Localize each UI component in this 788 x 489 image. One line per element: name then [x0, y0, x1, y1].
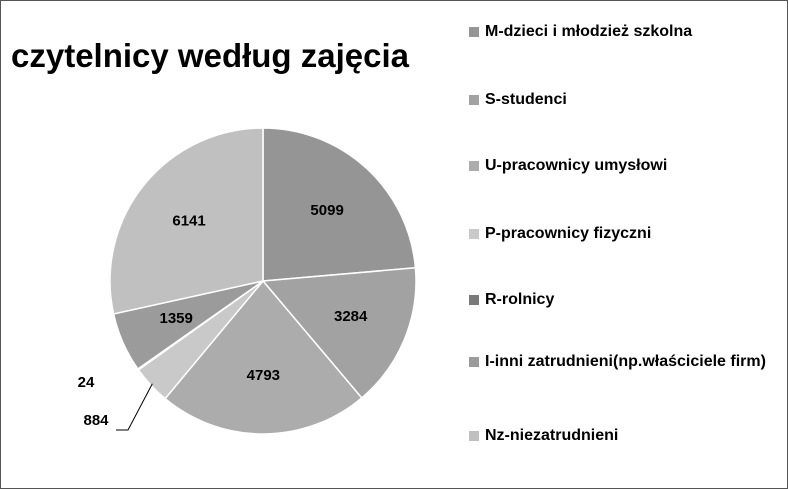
legend-swatch: [469, 357, 479, 367]
legend-label: I-inni zatrudnieni(np.właściciele firm): [485, 353, 766, 370]
pie-slice: [109, 127, 264, 315]
legend-label: U-pracownicy umysłowi: [485, 157, 668, 174]
legend-swatch: [469, 27, 479, 37]
data-label: 3284: [334, 308, 368, 325]
data-label: 24: [78, 374, 95, 391]
leader-line: [116, 383, 153, 431]
legend-label: R-rolnicy: [485, 291, 555, 308]
legend-swatch: [469, 229, 479, 239]
legend-entry: S-studenci: [469, 89, 779, 111]
data-label: 5099: [310, 202, 343, 219]
legend-entry: R-rolnicy: [469, 289, 779, 311]
legend-swatch: [469, 161, 479, 171]
legend-entry: Nz-niezatrudnieni: [469, 425, 779, 447]
legend-label: Nz-niezatrudnieni: [485, 427, 619, 444]
legend-swatch: [469, 295, 479, 305]
data-label: 6141: [172, 213, 205, 230]
pie-slice: [262, 127, 417, 282]
legend-label: M-dzieci i młodzież szkolna: [485, 23, 693, 40]
legend-entry: U-pracownicy umysłowi: [469, 155, 779, 177]
legend-entry: P-pracownicy fizyczni: [469, 223, 779, 245]
data-label: 884: [83, 412, 109, 429]
legend-entry: M-dzieci i młodzież szkolna: [469, 21, 779, 43]
pie-slice: [164, 279, 363, 435]
legend-swatch: [469, 431, 479, 441]
legend-label: S-studenci: [485, 91, 567, 108]
data-label: 1359: [159, 310, 192, 327]
legend-entry: I-inni zatrudnieni(np.właściciele firm): [469, 351, 779, 373]
pie-slice: [261, 266, 417, 399]
data-label: 4793: [247, 367, 280, 384]
chart-title: czytelnicy według zajęcia: [11, 37, 409, 74]
legend-label: P-pracownicy fizyczni: [485, 225, 652, 242]
legend-swatch: [469, 95, 479, 105]
